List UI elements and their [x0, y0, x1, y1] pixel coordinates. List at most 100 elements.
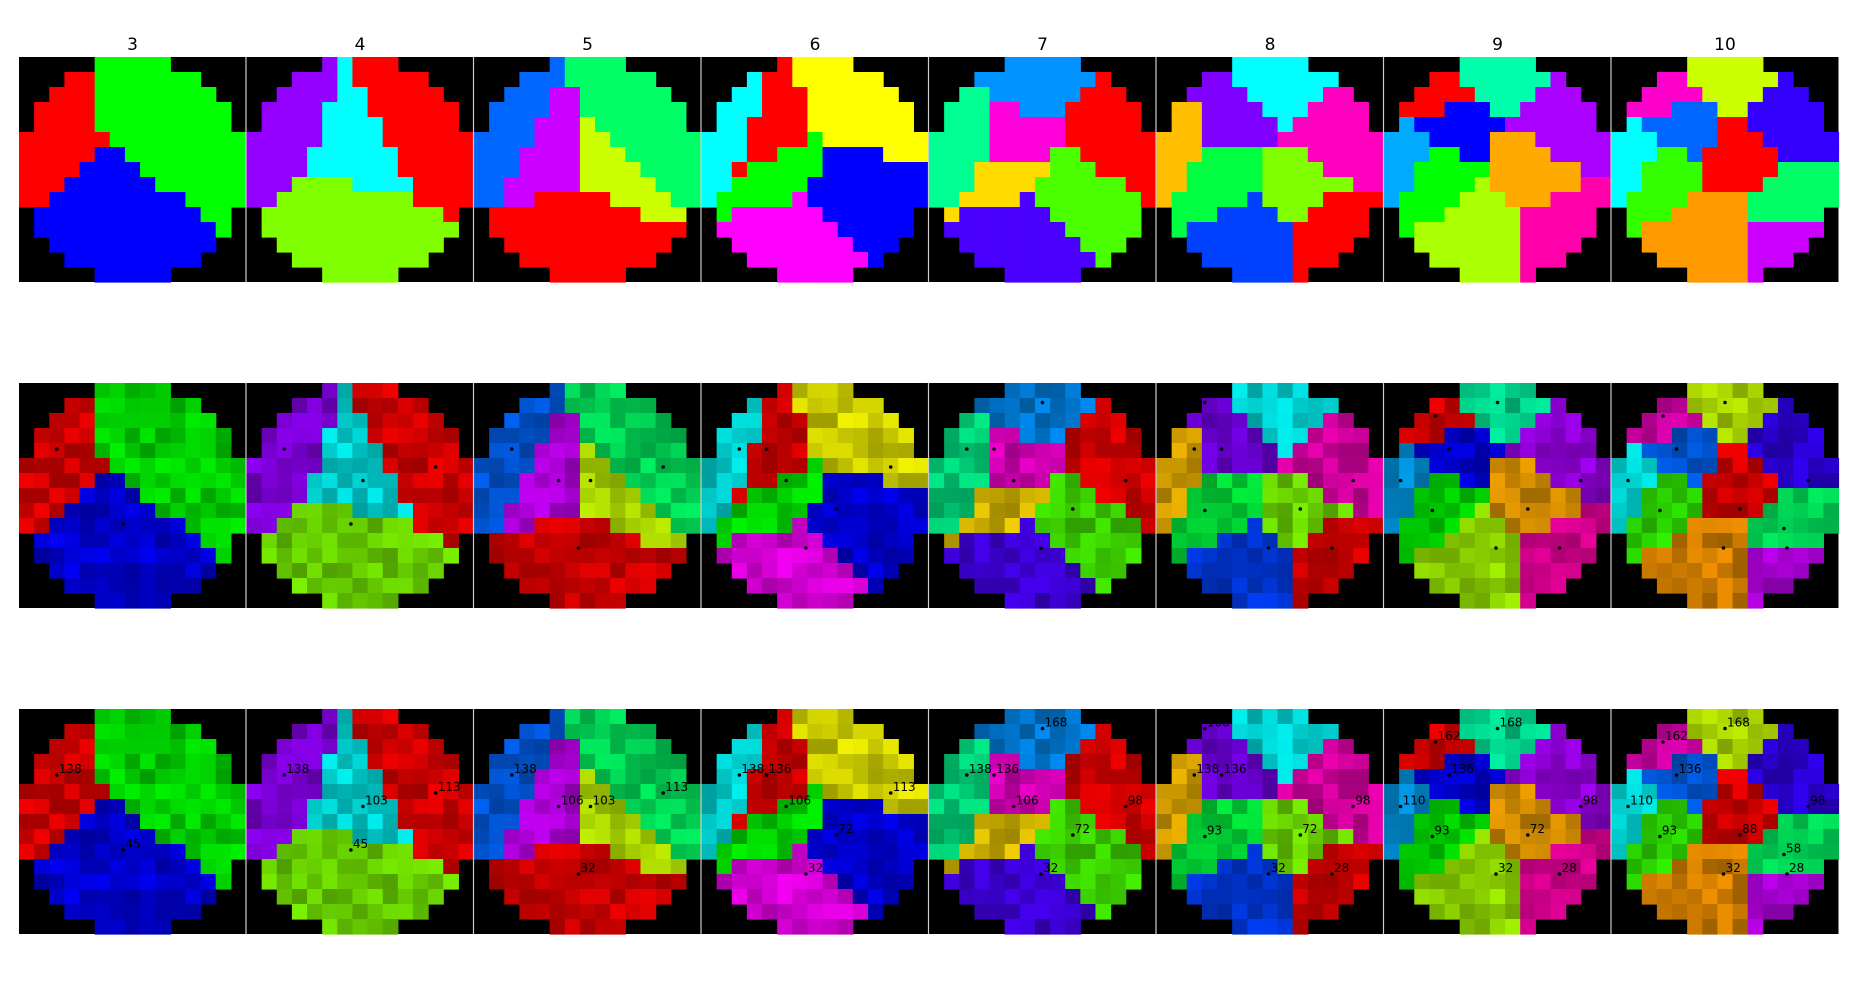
- region-cell: [1656, 147, 1673, 163]
- region-cell: [1717, 799, 1734, 815]
- region-cell: [155, 458, 171, 474]
- region-cell: [352, 919, 369, 935]
- region-cell: [1019, 919, 1036, 935]
- region-cell: [185, 874, 202, 890]
- region-cell: [564, 874, 581, 890]
- region-cell: [64, 413, 81, 429]
- region-cell: [200, 117, 217, 133]
- region-cell: [412, 222, 429, 238]
- region-cell: [716, 799, 733, 815]
- region-cell: [185, 192, 202, 208]
- region-cell: [1535, 413, 1552, 429]
- region-cell: [276, 784, 293, 800]
- region-cell: [109, 814, 126, 830]
- region-cell: [1732, 518, 1749, 534]
- region-cell: [1656, 518, 1673, 534]
- region-cell: [822, 889, 839, 905]
- region-cell: [489, 503, 505, 519]
- region-cell: [1414, 102, 1430, 118]
- region-cell: [397, 548, 414, 564]
- region-cell: [1702, 829, 1719, 845]
- region-cell: [534, 117, 551, 133]
- region-cell: [307, 72, 323, 88]
- region-cell: [1474, 458, 1491, 474]
- region-cell: [549, 147, 566, 163]
- region-cell: [1399, 102, 1415, 118]
- region-cell: [412, 398, 429, 414]
- region-cell: [655, 237, 672, 253]
- region-cell: [1535, 473, 1552, 489]
- region-cell: [1414, 443, 1430, 459]
- region-cell: [337, 252, 354, 268]
- region-cell: [1171, 533, 1188, 549]
- region-cell: [1626, 207, 1643, 223]
- region-cell: [1019, 563, 1036, 579]
- region-cell: [1292, 874, 1309, 890]
- region-cell: [777, 593, 793, 609]
- region-cell: [822, 117, 839, 133]
- region-cell: [49, 443, 65, 459]
- region-cell: [352, 102, 369, 118]
- region-cell: [944, 207, 960, 223]
- region-cell: [412, 799, 429, 815]
- region-cell: [1489, 739, 1506, 755]
- region-cell: [974, 563, 991, 579]
- region-cell: [1747, 739, 1764, 755]
- region-cell: [837, 252, 854, 268]
- region-cell: [1186, 473, 1203, 489]
- region-cell: [959, 769, 975, 785]
- region-cell: [185, 102, 202, 118]
- region-cell: [428, 799, 444, 815]
- region-cell: [579, 383, 596, 399]
- region-cell: [822, 769, 839, 785]
- region-cell: [1550, 578, 1567, 594]
- region-cell: [1262, 814, 1279, 830]
- region-cell: [1307, 207, 1324, 223]
- region-cell: [762, 889, 778, 905]
- region-cell: [1080, 222, 1097, 238]
- region-cell: [170, 428, 187, 444]
- region-cell: [1232, 132, 1248, 148]
- region-cell: [837, 578, 854, 594]
- region-cell: [1307, 117, 1324, 133]
- panel-shaded-k10: [1611, 383, 1840, 609]
- region-cell: [1186, 754, 1203, 770]
- region-cell: [777, 162, 793, 178]
- region-cell: [1004, 207, 1021, 223]
- region-cell: [1080, 829, 1097, 845]
- region-cell: [974, 473, 991, 489]
- point-marker: [888, 791, 893, 795]
- region-cell: [215, 428, 232, 444]
- region-cell: [412, 548, 429, 564]
- region-cell: [322, 57, 338, 73]
- region-cell: [1672, 428, 1688, 444]
- region-cell: [1019, 162, 1036, 178]
- region-cell: [474, 147, 490, 163]
- region-cell: [19, 503, 35, 519]
- region-cell: [822, 237, 839, 253]
- region-cell: [867, 829, 884, 845]
- region-cell: [1201, 904, 1218, 920]
- region-cell: [1277, 192, 1294, 208]
- region-cell: [1247, 593, 1264, 609]
- region-cell: [352, 799, 369, 815]
- region-cell: [1687, 578, 1703, 594]
- region-cell: [1232, 222, 1248, 238]
- region-cell: [382, 548, 399, 564]
- region-cell: [1747, 207, 1764, 223]
- region-cell: [109, 177, 126, 193]
- region-cell: [443, 192, 459, 208]
- region-cell: [1277, 237, 1294, 253]
- region-cell: [1520, 533, 1536, 549]
- region-cell: [1474, 87, 1491, 103]
- region-cell: [1580, 102, 1597, 118]
- region-cell: [1171, 548, 1188, 564]
- region-cell: [1641, 563, 1658, 579]
- region-cell: [1535, 578, 1552, 594]
- region-cell: [1717, 503, 1734, 519]
- region-cell: [1626, 518, 1643, 534]
- region-cell: [1399, 844, 1415, 860]
- region-cell: [1565, 889, 1582, 905]
- region-cell: [1580, 503, 1597, 519]
- region-cell: [1338, 769, 1354, 785]
